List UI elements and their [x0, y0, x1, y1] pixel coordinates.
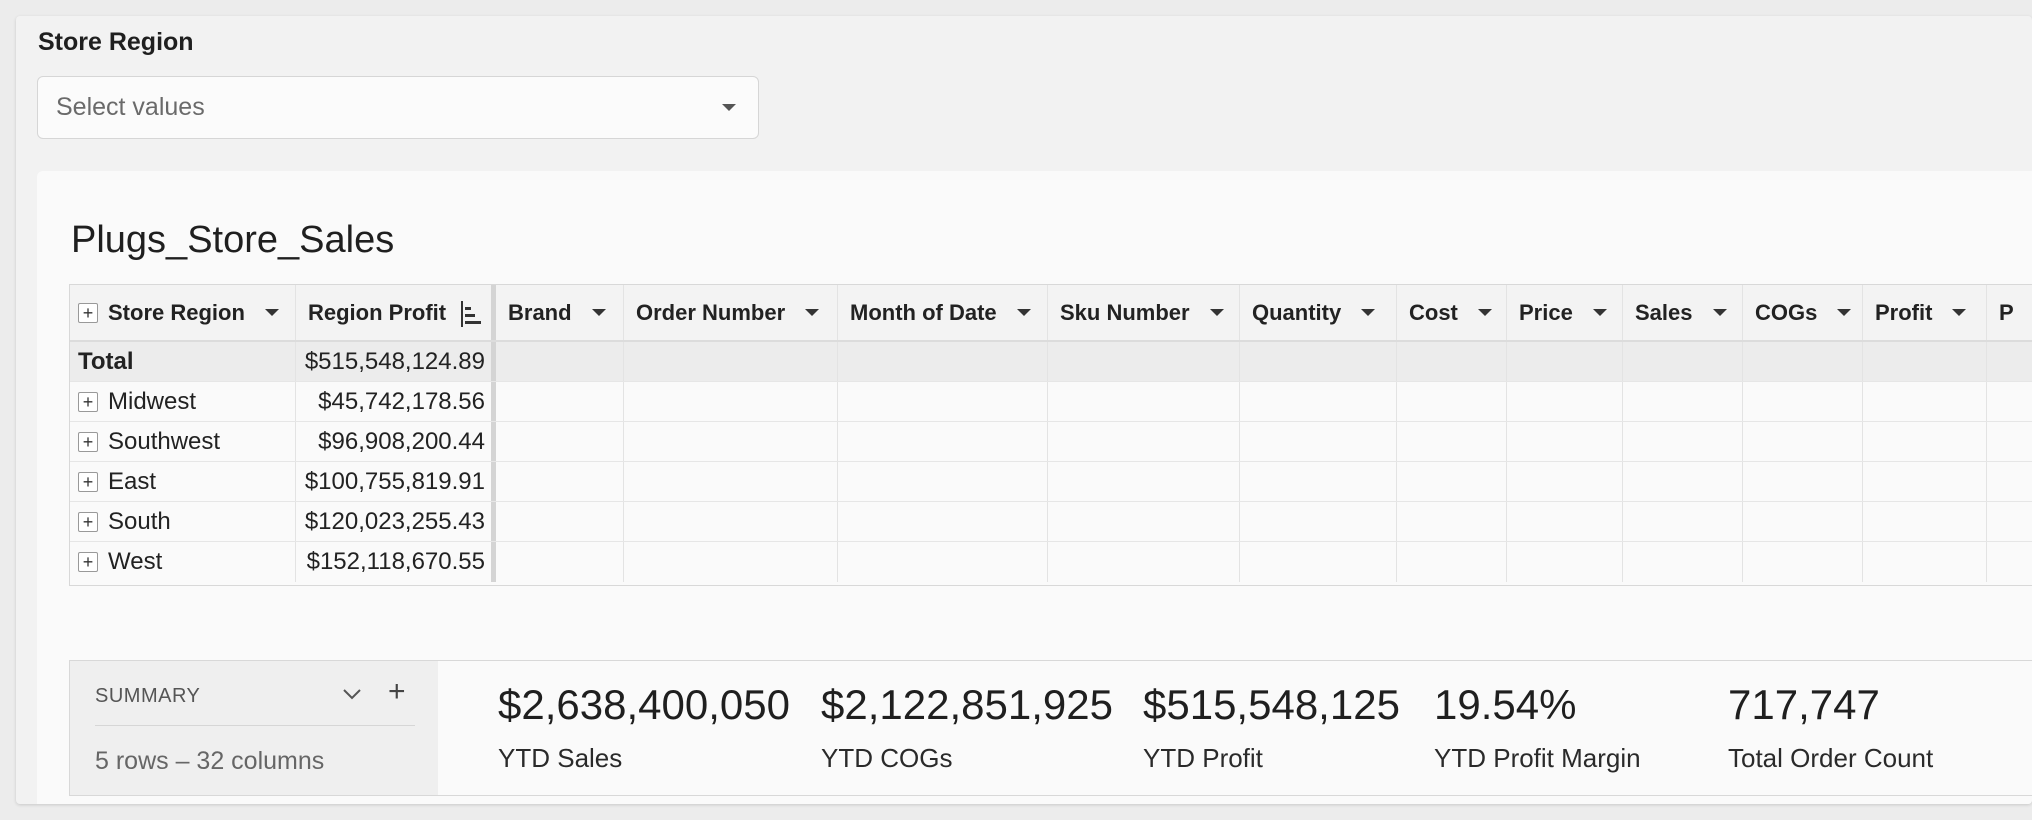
column-menu-icon[interactable]: [1477, 309, 1492, 316]
kpi-total-order-count[interactable]: 717,747 Total Order Count: [1728, 681, 1933, 774]
table-title[interactable]: Plugs_Store_Sales: [71, 219, 395, 261]
column-menu-icon[interactable]: [591, 309, 606, 316]
total-value: $515,548,124.89: [296, 342, 496, 381]
region-profit-value: $100,755,819.91: [296, 462, 496, 501]
column-header-label: Region Profit: [308, 299, 447, 325]
column-header-label: Quantity: [1252, 299, 1342, 325]
filter-placeholder: Select values: [56, 93, 205, 121]
column-menu-icon[interactable]: [1837, 309, 1852, 316]
column-header-region-profit[interactable]: Region Profit: [296, 285, 496, 340]
expand-all-icon[interactable]: +: [78, 302, 98, 323]
column-header-label: Cost: [1409, 299, 1458, 325]
kpi-label: YTD Profit: [1143, 743, 1263, 773]
table-row-total: Total $515,548,124.89: [70, 342, 2032, 382]
column-header-store-region[interactable]: + Store Region: [70, 285, 296, 340]
column-header-quantity[interactable]: Quantity: [1240, 285, 1397, 340]
column-header-cost[interactable]: Cost: [1397, 285, 1507, 340]
kpi-label: Total Order Count: [1728, 743, 1934, 773]
summary-bar: SUMMARY + 5 rows – 32 columns $2,638,400…: [69, 660, 2032, 796]
column-header-label: Sku Number: [1060, 299, 1190, 325]
column-header-label: Store Region: [108, 299, 245, 325]
kpi-value: $2,638,400,050: [498, 681, 790, 728]
column-header-sales[interactable]: Sales: [1623, 285, 1743, 340]
column-header-label: Brand: [508, 299, 572, 325]
column-menu-icon[interactable]: [1592, 309, 1607, 316]
expand-icon[interactable]: +: [78, 552, 98, 572]
column-header-profit[interactable]: Profit: [1863, 285, 1987, 340]
pivot-table: + Store Region Region Profit Brand Order…: [69, 284, 2032, 586]
store-region-select[interactable]: Select values: [37, 76, 759, 139]
kpi-ytd-sales[interactable]: $2,638,400,050 YTD Sales: [498, 681, 790, 774]
kpi-value: 717,747: [1728, 681, 1880, 728]
column-header-label: Profit: [1875, 299, 1933, 325]
kpi-ytd-profit-margin[interactable]: 19.54% YTD Profit Margin: [1434, 681, 1641, 774]
kpi-value: 19.54%: [1434, 681, 1577, 728]
column-menu-icon[interactable]: [805, 309, 820, 316]
column-header-label: Sales: [1635, 299, 1693, 325]
column-header-label: P: [1999, 299, 2014, 325]
column-header-sku-number[interactable]: Sku Number: [1048, 285, 1240, 340]
row-column-count: 5 rows – 32 columns: [95, 747, 325, 775]
kpi-label: YTD Sales: [498, 743, 623, 773]
kpi-value: $515,548,125: [1143, 681, 1400, 728]
region-name: South: [108, 507, 171, 535]
region-name: Southwest: [108, 427, 221, 455]
filter-label: Store Region: [38, 28, 194, 56]
table-row[interactable]: + East $100,755,819.91: [70, 462, 2032, 502]
expand-icon[interactable]: +: [78, 471, 98, 492]
expand-icon[interactable]: +: [78, 391, 98, 412]
column-header-partial[interactable]: P: [1987, 285, 2032, 340]
table-panel: Plugs_Store_Sales + Store Region Region …: [37, 171, 2032, 804]
workbook-page: Store Region Select values Plugs_Store_S…: [16, 16, 2032, 804]
column-header-label: Month of Date: [850, 299, 997, 325]
summary-title: SUMMARY: [95, 685, 201, 707]
table-row[interactable]: + South $120,023,255.43: [70, 502, 2032, 542]
summary-header: SUMMARY + 5 rows – 32 columns: [70, 661, 438, 795]
expand-icon[interactable]: +: [78, 511, 98, 532]
sort-icon[interactable]: [459, 299, 483, 329]
column-header-price[interactable]: Price: [1507, 285, 1623, 340]
chevron-down-icon[interactable]: [342, 687, 362, 701]
kpi-value: $2,122,851,925: [821, 681, 1113, 728]
region-profit-value: $45,742,178.56: [296, 382, 496, 421]
column-menu-icon[interactable]: [1209, 309, 1224, 316]
region-name: West: [108, 548, 163, 575]
expand-icon[interactable]: +: [78, 431, 98, 452]
column-header-label: COGs: [1755, 299, 1818, 325]
table-row[interactable]: + Southwest $96,908,200.44: [70, 422, 2032, 462]
column-menu-icon[interactable]: [1016, 309, 1031, 316]
kpi-label: YTD COGs: [821, 743, 953, 773]
column-menu-icon[interactable]: [1952, 309, 1967, 316]
column-header-month-of-date[interactable]: Month of Date: [838, 285, 1048, 340]
total-label: Total: [70, 342, 296, 381]
divider: [95, 725, 415, 726]
column-header-label: Price: [1519, 299, 1573, 325]
table-header-row: + Store Region Region Profit Brand Order…: [70, 285, 2032, 342]
table-row[interactable]: + West $152,118,670.55: [70, 542, 2032, 582]
region-profit-value: $152,118,670.55: [296, 542, 496, 582]
column-menu-icon[interactable]: [264, 309, 279, 316]
region-name: Midwest: [108, 387, 197, 415]
column-header-brand[interactable]: Brand: [496, 285, 624, 340]
column-menu-icon[interactable]: [1361, 309, 1376, 316]
kpi-label: YTD Profit Margin: [1434, 743, 1641, 773]
column-header-label: Order Number: [636, 299, 786, 325]
kpi-ytd-profit[interactable]: $515,548,125 YTD Profit: [1143, 681, 1400, 774]
kpi-ytd-cogs[interactable]: $2,122,851,925 YTD COGs: [821, 681, 1113, 774]
region-profit-value: $96,908,200.44: [296, 422, 496, 461]
table-row[interactable]: + Midwest $45,742,178.56: [70, 382, 2032, 422]
region-profit-value: $120,023,255.43: [296, 502, 496, 541]
column-header-order-number[interactable]: Order Number: [624, 285, 838, 340]
add-summary-icon[interactable]: +: [388, 675, 406, 708]
column-header-cogs[interactable]: COGs: [1743, 285, 1863, 340]
column-menu-icon[interactable]: [1712, 309, 1727, 316]
region-name: East: [108, 467, 157, 495]
caret-down-icon: [722, 104, 736, 111]
